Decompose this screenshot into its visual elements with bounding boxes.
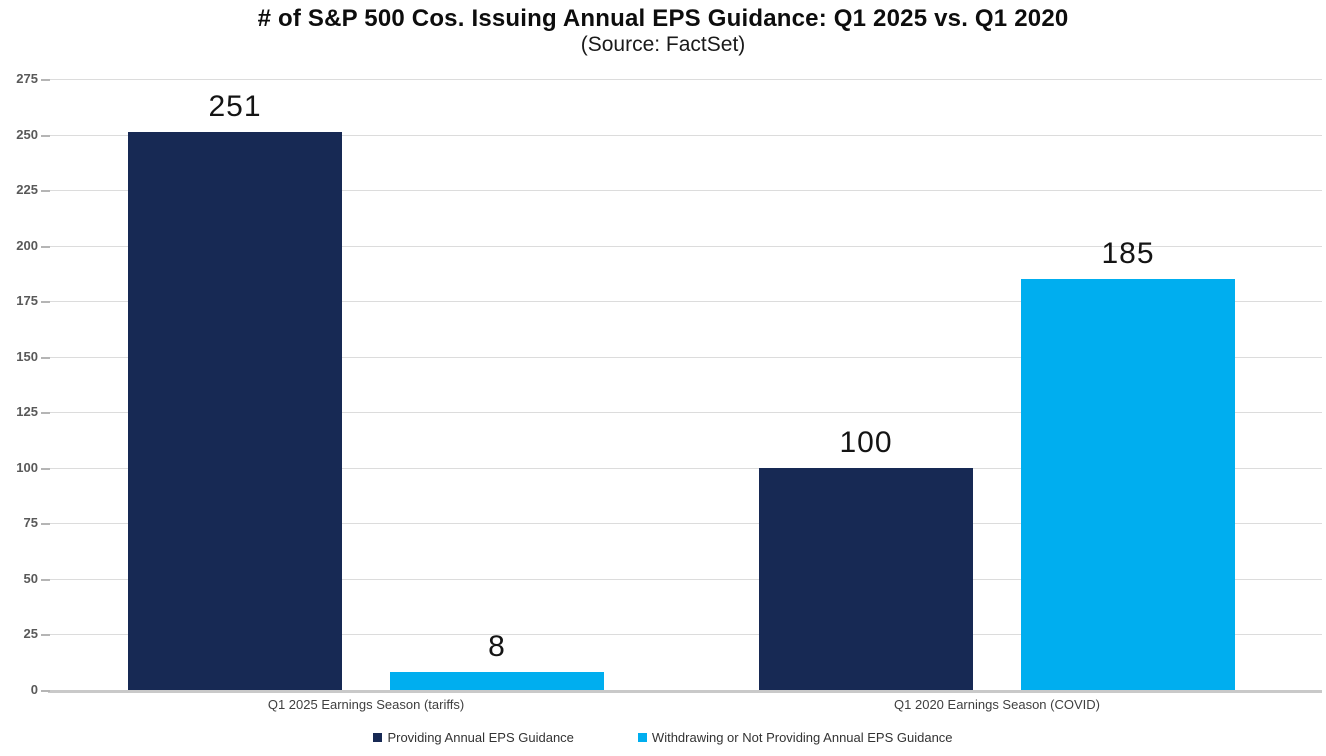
bar-value-label-100: 100	[839, 425, 893, 459]
y-tick-25	[41, 634, 50, 637]
y-tick-label-250: 250	[16, 126, 38, 142]
legend: Providing Annual EPS Guidance Withdrawin…	[0, 730, 1326, 745]
x-axis-label-q1-2020: Q1 2020 Earnings Season (COVID)	[894, 697, 1100, 712]
legend-marker-withdrawing-icon	[637, 733, 647, 742]
gridline-50	[48, 578, 1322, 580]
gridline-275	[48, 79, 1322, 80]
y-tick-225	[41, 190, 50, 193]
chart-subtitle: (Source: FactSet)	[580, 33, 746, 56]
y-tick-label-150: 150	[16, 348, 38, 364]
y-tick-label-175: 175	[16, 293, 38, 309]
y-tick-200	[41, 245, 50, 248]
bar-withdrawing-group1	[390, 672, 604, 690]
y-tick-150	[41, 356, 50, 359]
y-tick-label-75: 75	[23, 515, 38, 531]
y-tick-label-125: 125	[16, 404, 38, 420]
bar-value-label-8: 8	[488, 630, 506, 664]
gridline-100	[48, 467, 1322, 469]
y-tick-label-100: 100	[16, 459, 38, 475]
x-axis-label-q1-2025: Q1 2025 Earnings Season (tariffs)	[267, 697, 465, 712]
chart-title: # of S&P 500 Cos. Issuing Annual EPS Gui…	[257, 5, 1069, 32]
y-tick-label-0: 0	[30, 682, 38, 697]
gridline-150	[48, 356, 1322, 358]
legend-item-providing: Providing Annual EPS Guidance	[373, 730, 574, 745]
gridline-225	[48, 190, 1322, 192]
y-tick-label-225: 225	[16, 182, 38, 198]
bar-withdrawing-group2	[1021, 278, 1235, 690]
gridline-25	[48, 634, 1322, 636]
gridline-175	[48, 301, 1322, 303]
y-tick-label-275: 275	[16, 71, 38, 86]
gridline-75	[48, 523, 1322, 525]
y-tick-label-25: 25	[23, 626, 38, 642]
y-tick-50	[41, 578, 50, 581]
y-tick-275	[41, 79, 50, 81]
legend-item-withdrawing: Withdrawing or Not Providing Annual EPS …	[637, 730, 953, 745]
y-tick-75	[41, 523, 50, 526]
bar-providing-group1	[128, 132, 342, 690]
y-tick-125	[41, 412, 50, 415]
y-tick-250	[41, 134, 50, 137]
y-tick-label-50: 50	[23, 570, 38, 586]
y-tick-label-200: 200	[16, 237, 38, 253]
legend-marker-providing-icon	[373, 733, 383, 742]
y-tick-175	[41, 301, 50, 304]
gridline-200	[48, 245, 1322, 247]
bar-value-label-185: 185	[1101, 236, 1155, 270]
legend-label-withdrawing: Withdrawing or Not Providing Annual EPS …	[651, 730, 953, 745]
gridline-125	[48, 412, 1322, 414]
bar-value-label-251: 251	[208, 90, 262, 124]
y-tick-100	[41, 467, 50, 470]
gridline-250	[48, 134, 1322, 136]
bar-providing-group2	[759, 467, 973, 690]
y-tick-0	[41, 690, 50, 692]
x-axis-line	[48, 690, 1322, 693]
legend-label-providing: Providing Annual EPS Guidance	[387, 730, 574, 745]
